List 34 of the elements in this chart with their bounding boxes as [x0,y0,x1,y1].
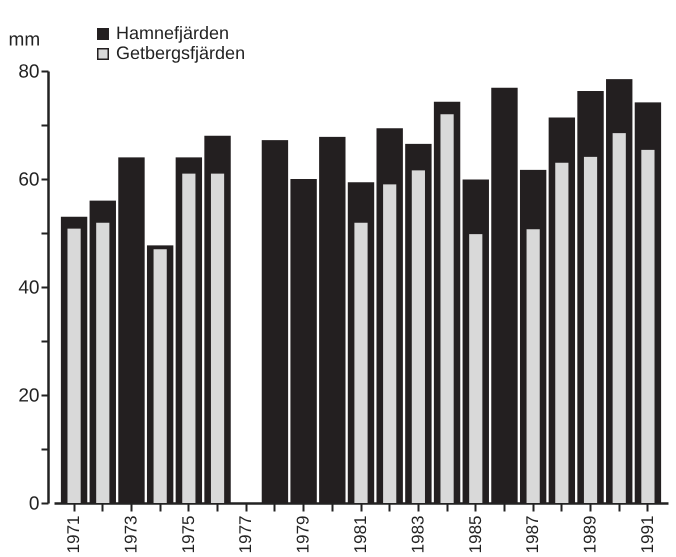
bar [383,184,396,503]
y-tick-label: 40 [18,278,40,298]
legend-label: Getbergsfjärden [116,43,246,63]
y-tick-label: 20 [18,386,40,406]
bar [96,222,110,503]
bar [182,174,196,503]
x-tick-label: 1975 [178,516,198,554]
x-tick-label: 1977 [236,516,256,554]
bar [584,156,598,503]
x-tick-label: 1973 [121,516,140,554]
x-tick-label: 1971 [64,516,84,554]
bar [354,222,368,503]
x-tick-label: 1987 [523,516,542,554]
bar [469,234,482,503]
bar [154,249,167,503]
x-tick-label: 1991 [638,516,657,554]
x-tick-label: 1989 [580,516,600,554]
bar [641,150,655,503]
bar [412,170,425,503]
x-tick-label: 1979 [294,516,313,554]
y-tick-label: 0 [28,494,40,514]
x-tick-label: 1981 [351,516,370,554]
x-tick-label: 1983 [408,516,428,554]
bar [440,114,454,503]
bar [210,174,224,503]
y-axis-title: mm [8,30,40,50]
bar [612,133,626,503]
y-tick-label: 60 [18,170,40,190]
bar [67,228,81,503]
x-tick-label: 1985 [466,516,485,554]
legend-label: Hamnefjärden [116,23,230,43]
bar [526,229,540,503]
bar [555,162,568,503]
y-tick-label: 80 [18,62,40,82]
